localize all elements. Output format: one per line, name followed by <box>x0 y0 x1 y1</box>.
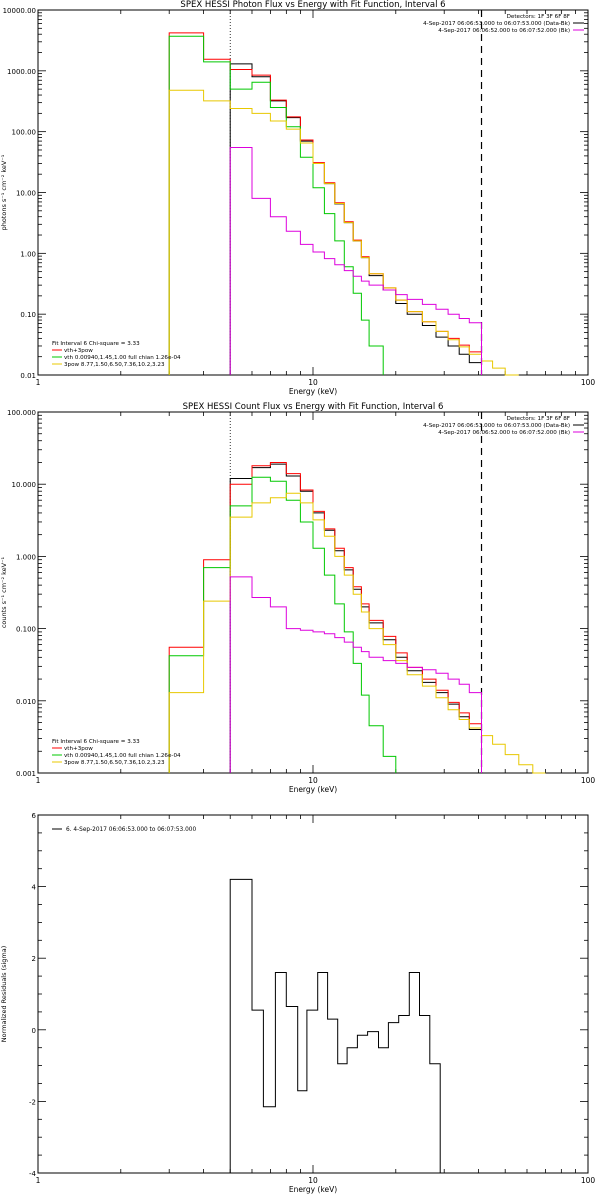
photon-frame <box>37 9 589 376</box>
photon-series-data-bk <box>229 63 482 375</box>
count-xlabel: Energy (keV) <box>289 785 337 794</box>
count-fit-legend-entry: Fit Interval 6 Chi-square = 3.33 <box>52 739 140 745</box>
count-series-vth <box>168 476 397 773</box>
photon-series-vth <box>168 35 384 375</box>
count-legend-entry: Detectors: 1F 3F 6F 8F <box>507 416 570 422</box>
photon-legend-entry: Detectors: 1F 3F 6F 8F <box>507 14 570 20</box>
count-xtick-label: 10 <box>308 776 318 785</box>
count-legend-entry: 4-Sep-2017 06:06:52.000 to 06:07:52.000 … <box>438 430 570 436</box>
count-ytick-label: 0.010 <box>16 698 36 706</box>
photon-ytick-label: 1.00 <box>20 250 36 258</box>
photon-fit-legend-entry: vth 0.00940,1.45,1.00 full chian 1.26e-0… <box>64 355 181 361</box>
photon-xtick-label: 1 <box>36 378 41 387</box>
count-ytick-label: 0.001 <box>16 770 36 778</box>
count-series-3pow <box>168 492 546 774</box>
photon-ylabel: photons s⁻¹ cm⁻² keV⁻¹ <box>0 154 8 230</box>
photon-title: SPEX HESSI Photon Flux vs Energy with Fi… <box>180 0 445 10</box>
photon-fit-legend-entry: Fit Interval 6 Chi-square = 3.33 <box>52 341 140 347</box>
resid-frame <box>37 814 589 1174</box>
photon-fit-legend-entry: 3pow 8.77,1.50,6.50,7.36,10.2,3.23 <box>64 362 165 368</box>
photon-ytick-label: 0.01 <box>20 372 36 380</box>
count-ytick-label: 0.100 <box>16 626 36 634</box>
resid-xtick-label: 10 <box>308 1176 318 1185</box>
resid-ytick-label: 6 <box>32 812 37 820</box>
count-panel: SPEX HESSI Count Flux vs Energy with Fit… <box>0 402 595 794</box>
count-frame <box>37 411 589 774</box>
count-fit-legend-entry: 3pow 8.77,1.50,6.50,7.36,10.2,3.23 <box>64 760 165 766</box>
resid-panel: 1 10 100 Energy (keV) -4 -2 0 2 4 6 Normalized Res… <box>0 812 595 1194</box>
count-title: SPEX HESSI Count Flux vs Energy with Fit… <box>183 402 444 412</box>
resid-ylabel: Normalized Residuals (sigma) <box>0 946 8 1043</box>
count-series-data-bk <box>229 463 482 773</box>
count-fit-legend-entry: vth+3pow <box>64 746 93 752</box>
count-ytick-label: 10.000 <box>12 481 37 489</box>
photon-xtick-label: 10 <box>308 378 318 387</box>
count-ylabel: counts s⁻¹ cm⁻² keV⁻¹ <box>0 556 8 628</box>
photon-fit-legend-entry: vth+3pow <box>64 348 93 354</box>
resid-ytick-label: -2 <box>29 1098 36 1106</box>
photon-ytick-label: 10000.00 <box>3 7 36 15</box>
resid-xlabel: Energy (keV) <box>289 1185 337 1194</box>
photon-ytick-label: 1000.00 <box>7 68 36 76</box>
resid-xtick-label: 1 <box>36 1176 41 1185</box>
count-ytick-label: 1.000 <box>16 553 36 561</box>
photon-ytick-label: 10.00 <box>16 190 36 198</box>
photon-xtick-label: 100 <box>581 378 596 387</box>
resid-ytick-label: -4 <box>29 1170 37 1178</box>
resid-legend-entry: 6. 4-Sep-2017 06:06:53.000 to 06:07:53.0… <box>66 827 196 833</box>
count-fit-legend-entry: vth 0.00940,1.45,1.00 full chian 1.26e-0… <box>64 753 181 759</box>
resid-ytick-label: 0 <box>32 1027 36 1035</box>
count-xtick-label: 100 <box>581 776 596 785</box>
resid-ytick-label: 2 <box>32 955 36 963</box>
count-series-bk <box>229 576 482 773</box>
photon-series-3pow <box>168 89 519 376</box>
resid-ytick-label: 4 <box>32 884 37 892</box>
resid-series-6- <box>229 878 441 1173</box>
photon-panel: SPEX HESSI Photon Flux vs Energy with Fi… <box>0 0 595 396</box>
count-xtick-label: 1 <box>36 776 41 785</box>
photon-ytick-label: 0.10 <box>20 311 36 319</box>
photon-legend-entry: 4-Sep-2017 06:06:53.000 to 06:07:53.000 … <box>423 21 570 27</box>
photon-legend-entry: 4-Sep-2017 06:06:52.000 to 06:07:52.000 … <box>438 28 570 34</box>
photon-series-bk <box>229 147 482 375</box>
count-series-vth-3pow <box>168 462 482 773</box>
photon-ytick-label: 100.00 <box>12 129 37 137</box>
photon-xlabel: Energy (keV) <box>289 387 337 396</box>
count-ytick-label: 100.000 <box>7 409 36 417</box>
resid-xtick-label: 100 <box>581 1176 596 1185</box>
count-legend-entry: 4-Sep-2017 06:06:53.000 to 06:07:53.000 … <box>423 423 570 429</box>
photon-series-vth-3pow <box>168 32 482 375</box>
